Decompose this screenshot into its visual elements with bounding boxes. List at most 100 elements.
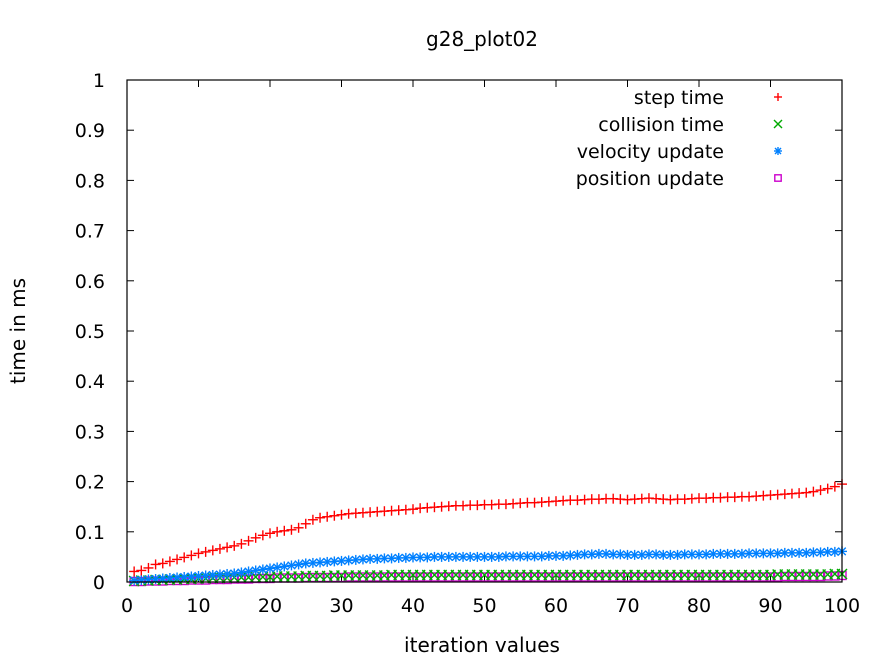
data-point — [443, 551, 454, 562]
data-point — [243, 535, 254, 546]
data-point — [665, 572, 676, 582]
data-point — [708, 572, 718, 582]
data-point — [815, 485, 826, 496]
data-point — [794, 571, 804, 582]
data-point — [436, 572, 447, 582]
data-point — [372, 553, 383, 564]
data-point — [386, 572, 397, 582]
y-tick-label: 0 — [93, 572, 105, 594]
data-point — [658, 549, 669, 560]
data-point — [730, 572, 740, 582]
x-tick-label: 40 — [401, 595, 425, 617]
legend-marker — [773, 119, 783, 129]
y-axis-label: time in ms — [6, 278, 30, 384]
data-point — [343, 572, 354, 582]
data-point — [408, 552, 418, 563]
x-tick-label: 0 — [121, 595, 133, 617]
data-point — [272, 562, 283, 573]
series-velocity-update — [129, 546, 847, 586]
data-point — [715, 572, 726, 582]
data-point — [808, 486, 819, 497]
data-point — [400, 552, 411, 563]
data-point — [787, 571, 797, 582]
data-point — [479, 572, 490, 582]
data-point — [379, 553, 390, 564]
data-point — [794, 547, 805, 558]
data-point — [214, 543, 225, 554]
data-point — [594, 572, 604, 582]
data-point — [815, 571, 826, 582]
data-point — [643, 549, 654, 560]
data-point — [593, 548, 604, 559]
data-point — [472, 572, 483, 582]
data-point — [458, 572, 468, 582]
y-tick-label: 0.1 — [75, 522, 105, 544]
data-point — [829, 481, 840, 492]
data-point — [823, 571, 833, 581]
data-point — [822, 483, 833, 494]
data-point — [214, 569, 225, 580]
x-tick-label: 100 — [824, 595, 860, 617]
y-tick-label: 1 — [93, 70, 105, 92]
data-point — [429, 572, 440, 582]
data-point — [587, 572, 597, 582]
data-point — [164, 556, 175, 567]
data-point — [465, 572, 475, 582]
x-tick-label: 10 — [186, 595, 210, 617]
data-point — [629, 572, 640, 582]
data-point — [465, 551, 476, 562]
data-point — [236, 567, 247, 578]
legend-marker — [774, 174, 782, 182]
data-point — [551, 572, 561, 582]
y-tick-label: 0.2 — [75, 472, 105, 494]
data-point — [186, 550, 197, 561]
legend-marker — [774, 147, 782, 155]
legend-label: collision time — [598, 114, 724, 136]
data-point — [808, 571, 819, 582]
data-point — [229, 540, 240, 551]
data-point — [508, 572, 518, 582]
data-point — [207, 569, 218, 580]
data-point — [494, 572, 504, 582]
data-point — [408, 504, 418, 515]
data-point — [172, 554, 183, 565]
data-point — [207, 545, 218, 556]
data-point — [279, 525, 290, 536]
data-point — [150, 559, 161, 570]
data-point — [222, 568, 233, 579]
y-tick-label: 0.4 — [75, 371, 105, 393]
data-point — [615, 572, 626, 582]
data-point — [136, 565, 147, 576]
data-point — [372, 572, 382, 582]
data-point — [222, 542, 233, 553]
data-point — [293, 559, 304, 570]
data-point — [272, 526, 283, 537]
data-point — [515, 551, 526, 562]
data-point — [608, 572, 618, 582]
data-point — [694, 549, 704, 560]
x-tick-label: 50 — [472, 595, 496, 617]
data-point — [379, 572, 390, 582]
data-point — [365, 572, 375, 582]
data-point — [658, 572, 668, 582]
data-point — [250, 532, 261, 543]
axis-ticks: 0 10 20 30 40 50 60 70 80 90 100 0 0.1 0.2 0.3 0.4 0.5 0.… — [75, 70, 860, 617]
data-point — [286, 560, 297, 571]
data-point — [315, 512, 326, 523]
data-point — [579, 572, 590, 582]
data-point — [744, 572, 754, 582]
x-tick-label: 20 — [258, 595, 282, 617]
data-point — [336, 509, 347, 520]
data-point — [265, 528, 275, 539]
data-point — [300, 558, 311, 569]
data-point — [486, 572, 497, 582]
y-tick-label: 0.7 — [75, 221, 105, 243]
data-point — [229, 568, 240, 579]
data-point — [493, 551, 504, 562]
chart-title: g28_plot02 — [426, 27, 538, 51]
data-point — [357, 554, 368, 565]
data-point — [286, 524, 297, 535]
x-tick-label: 80 — [687, 595, 711, 617]
data-point — [444, 572, 454, 582]
